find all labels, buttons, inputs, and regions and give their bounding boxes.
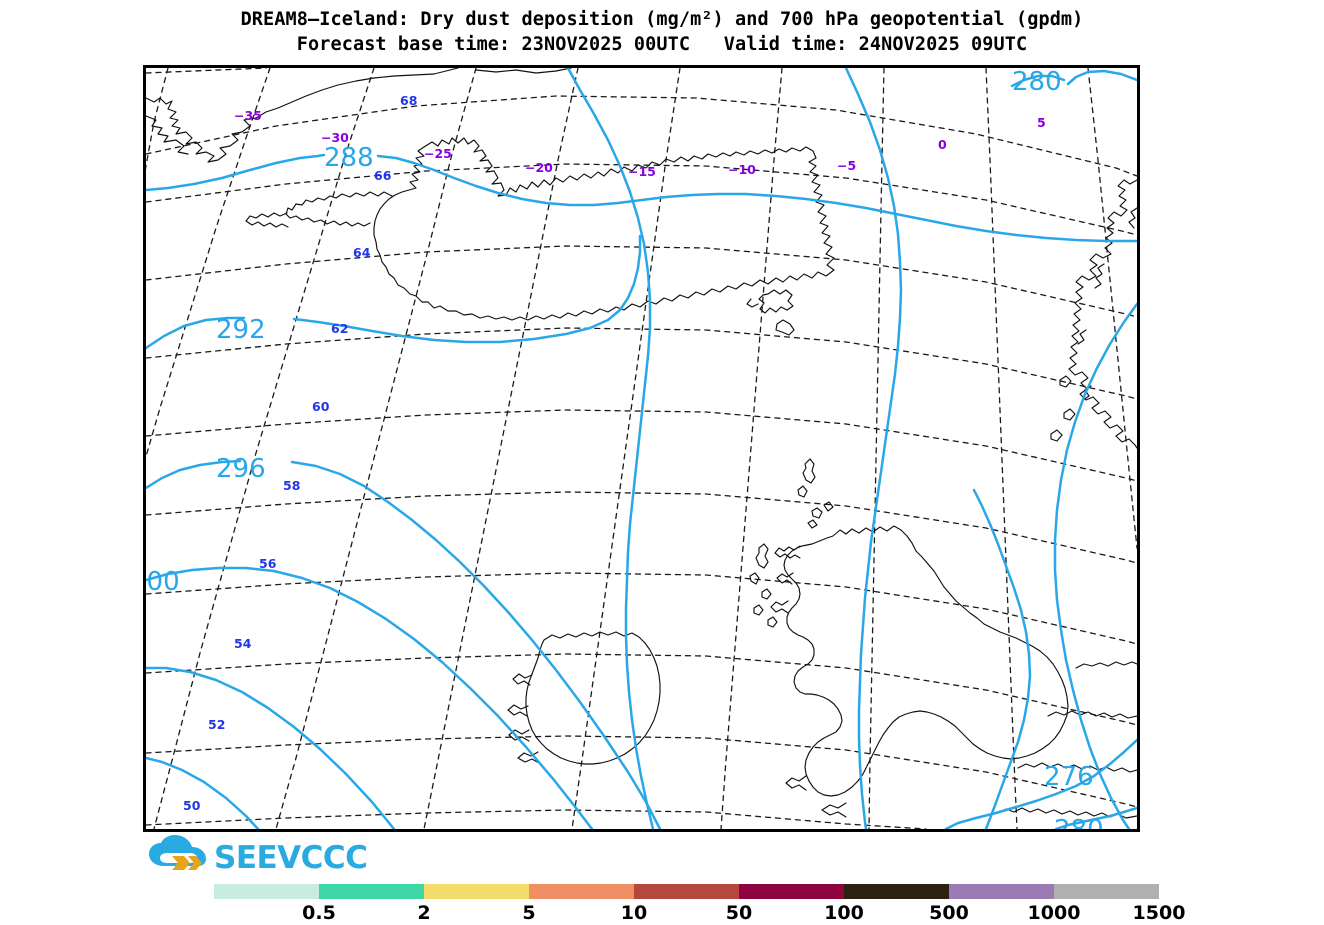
geopotential-contours	[146, 68, 1137, 829]
colorbar-label-1000: 1000	[1027, 902, 1081, 924]
svg-text:−30: −30	[321, 130, 349, 145]
colorbar-segment-1	[319, 884, 424, 899]
svg-text:288: 288	[324, 143, 374, 173]
svg-text:66: 66	[374, 168, 392, 183]
svg-text:292: 292	[216, 315, 266, 345]
contour-labels: 280 288 292 296 300 276 280	[146, 68, 1104, 829]
svg-text:62: 62	[331, 321, 348, 336]
svg-text:54: 54	[234, 636, 252, 651]
colorbar-segment-0	[214, 884, 319, 899]
logo-text: SEEVCCC	[214, 840, 367, 876]
colorbar-tick-labels: 0.5 2 5 10 50 100 500 1000 1500	[214, 902, 1185, 924]
svg-text:58: 58	[283, 478, 300, 493]
forecast-map: 68 66 64 62 60 58 56 54 52 50 −35 −30 −2…	[143, 65, 1140, 832]
forecast-time-line: Forecast base time: 23NOV2025 00UTC Vali…	[296, 33, 1028, 55]
colorbar-segment-3	[529, 884, 634, 899]
coastlines	[146, 68, 1137, 819]
colorbar-segment-6	[844, 884, 949, 899]
meridian-gridlines	[146, 68, 1137, 829]
svg-text:276: 276	[1044, 762, 1094, 792]
logo-svg: SEEVCCC	[149, 835, 368, 876]
map-canvas: 68 66 64 62 60 58 56 54 52 50 −35 −30 −2…	[146, 68, 1137, 829]
seevccc-logo: SEEVCCC	[146, 834, 371, 878]
svg-text:50: 50	[183, 798, 201, 813]
chart-title-block: DREAM8—Iceland: Dry dust deposition (mg/…	[0, 8, 1324, 57]
svg-text:68: 68	[400, 93, 417, 108]
colorbar-segment-8	[1054, 884, 1159, 899]
svg-text:0: 0	[938, 137, 947, 152]
colorbar-segment-5	[739, 884, 844, 899]
colorbar-segment-7	[949, 884, 1054, 899]
svg-text:−35: −35	[234, 108, 262, 123]
colorbar-label-500: 500	[929, 902, 969, 924]
svg-text:60: 60	[312, 399, 330, 414]
dust-deposition-colorbar: 0.5 2 5 10 50 100 500 1000 1500	[214, 884, 1185, 924]
colorbar-label-0.5: 0.5	[302, 902, 336, 924]
svg-text:280: 280	[1012, 68, 1062, 97]
svg-text:300: 300	[146, 567, 180, 597]
colorbar-label-10: 10	[620, 902, 648, 924]
colorbar-segment-2	[424, 884, 529, 899]
latitude-labels: 68 66 64 62 60 58 56 54 52 50	[183, 93, 417, 813]
arrow-icon	[172, 856, 202, 870]
parallel-gridlines	[146, 68, 1137, 829]
svg-text:280: 280	[1054, 815, 1104, 829]
svg-text:−25: −25	[424, 146, 452, 161]
svg-text:−20: −20	[525, 160, 553, 175]
svg-text:5: 5	[1037, 115, 1046, 130]
svg-text:52: 52	[208, 717, 225, 732]
svg-text:64: 64	[353, 245, 371, 260]
colorbar-label-50: 50	[725, 902, 753, 924]
colorbar-segment-4	[634, 884, 739, 899]
svg-text:−10: −10	[728, 162, 756, 177]
svg-text:−5: −5	[837, 158, 856, 173]
colorbar-swatches	[214, 884, 1159, 899]
page-title: DREAM8—Iceland: Dry dust deposition (mg/…	[240, 9, 1084, 30]
svg-text:296: 296	[216, 454, 266, 484]
svg-text:56: 56	[259, 556, 277, 571]
colorbar-label-2: 2	[417, 902, 431, 924]
colorbar-label-5: 5	[522, 902, 536, 924]
colorbar-label-100: 100	[824, 902, 864, 924]
colorbar-label-1500: 1500	[1132, 902, 1186, 924]
svg-text:−15: −15	[628, 164, 656, 179]
longitude-labels: −35 −30 −25 −20 −15 −10 −5 0 5	[234, 108, 1046, 179]
